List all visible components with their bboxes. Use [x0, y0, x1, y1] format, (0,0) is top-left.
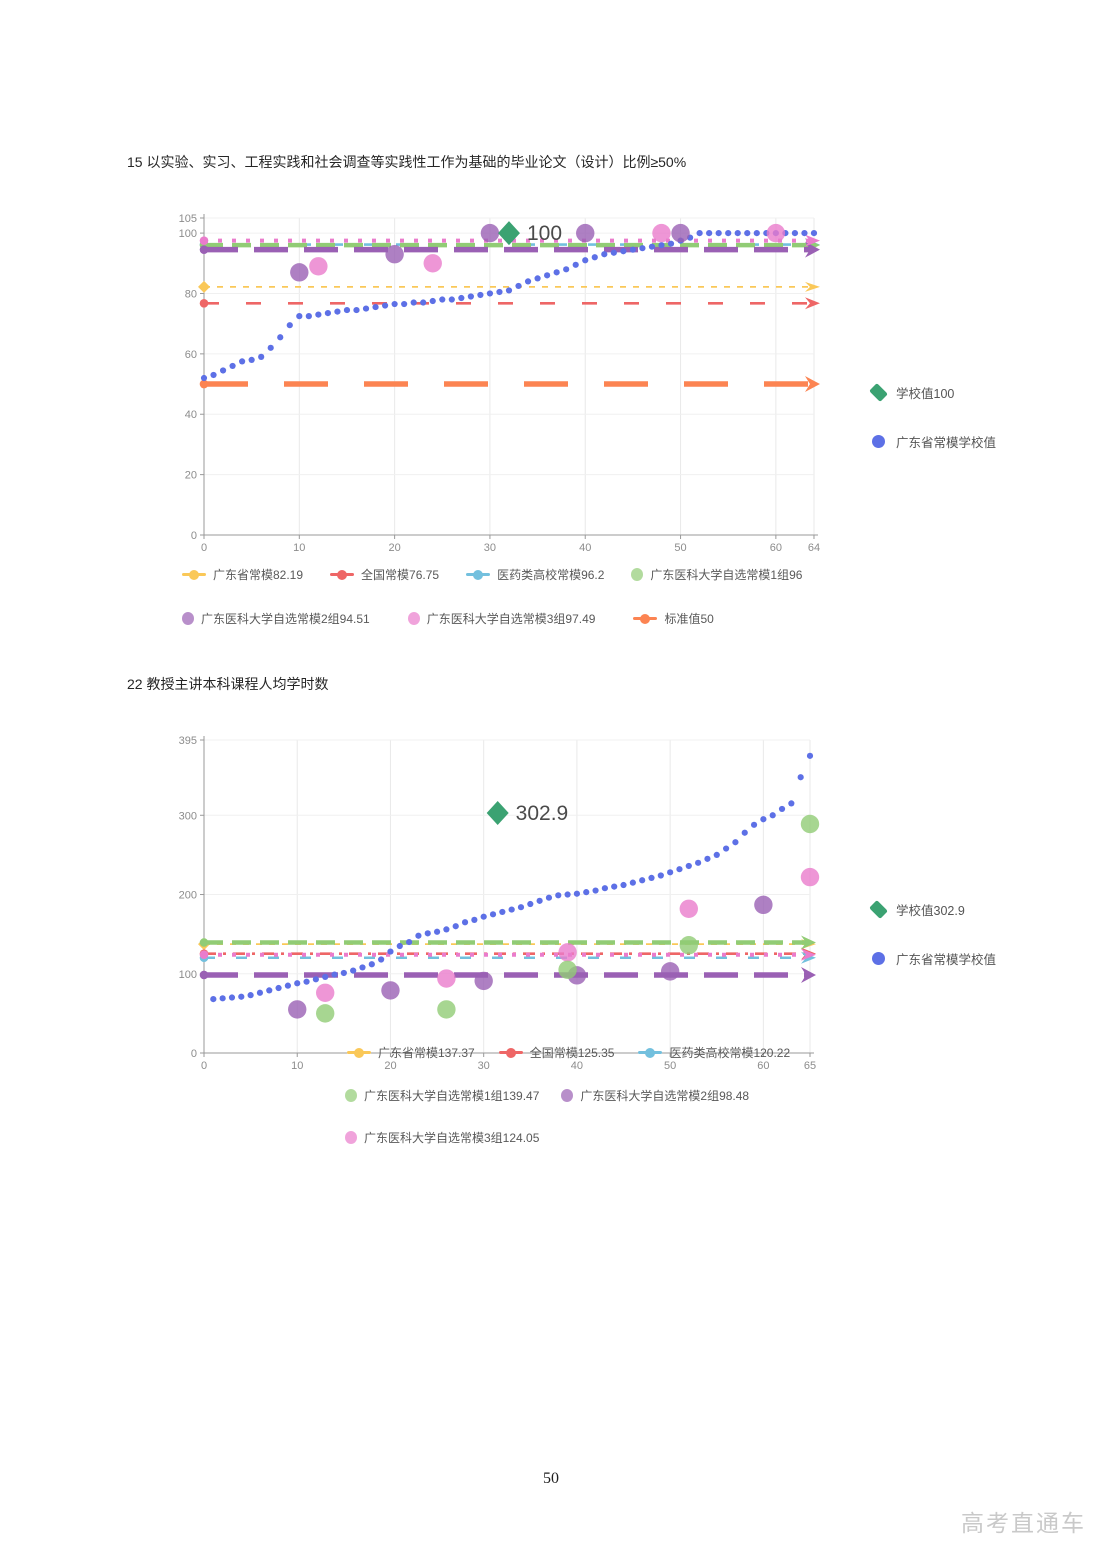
legend-item: 全国常模76.75	[330, 566, 439, 583]
svg-text:200: 200	[179, 890, 197, 902]
circle-marker-icon	[872, 435, 885, 448]
svg-text:0: 0	[191, 1048, 197, 1060]
chart-15-legend-row-1: 广东省常模82.19 全国常模76.75 医药类高校常模96.2 广东医科大学自选常模…	[182, 566, 802, 583]
svg-text:100: 100	[179, 969, 197, 981]
chart-22-side-legend: 学校值302.9 广东省常模学校值	[869, 900, 996, 968]
side-legend-item: 学校值100	[869, 383, 996, 402]
legend-item: 广东省常模137.37	[347, 1044, 475, 1061]
legend-item: 广东医科大学自选常模1组139.47	[345, 1087, 539, 1104]
line-marker-icon	[330, 569, 355, 580]
side-legend-label: 广东省常模学校值	[896, 436, 997, 450]
circle-marker-icon	[872, 952, 885, 965]
legend-label: 广东省常模82.19	[213, 568, 304, 582]
chart-15-legend-row-2: 广东医科大学自选常模2组94.51 广东医科大学自选常模3组97.49 标准值50	[182, 610, 714, 627]
chart-22-legend-row-3: 广东医科大学自选常模3组124.05	[345, 1129, 539, 1146]
legend-label: 广东医科大学自选常模1组96	[650, 568, 803, 582]
circle-marker-icon	[631, 568, 644, 581]
svg-text:0: 0	[201, 542, 207, 554]
legend-item: 广东省常模82.19	[182, 566, 303, 583]
legend-label: 标准值50	[664, 612, 714, 626]
svg-text:20: 20	[384, 1060, 396, 1072]
svg-text:100: 100	[527, 222, 562, 245]
legend-item: 广东医科大学自选常模2组98.48	[561, 1087, 749, 1104]
circle-marker-icon	[345, 1131, 357, 1144]
svg-text:105: 105	[179, 213, 197, 225]
legend-item: 标准值50	[633, 610, 714, 627]
legend-label: 全国常模125.35	[529, 1046, 615, 1060]
watermark: 高考直通车	[961, 1510, 1086, 1536]
legend-label: 广东医科大学自选常模3组97.49	[426, 612, 596, 626]
svg-text:10: 10	[291, 1060, 303, 1072]
svg-text:50: 50	[664, 1060, 676, 1072]
svg-text:300: 300	[179, 810, 197, 822]
circle-marker-icon	[561, 1089, 574, 1102]
side-legend-label: 学校值100	[896, 387, 955, 401]
legend-item: 广东医科大学自选常模3组124.05	[345, 1129, 539, 1146]
svg-text:395: 395	[179, 735, 197, 747]
line-marker-icon	[498, 1047, 523, 1058]
svg-text:30: 30	[478, 1060, 490, 1072]
legend-item: 医药类高校常模120.22	[638, 1044, 790, 1061]
chart-15-side-legend: 学校值100 广东省常模学校值	[869, 383, 996, 451]
chart-22-legend-row-1: 广东省常模137.37 全国常模125.35 医药类高校常模120.22	[347, 1044, 790, 1061]
chart-15-canvas: 0 20 40 60 80 100 105 0 10 20 30 40 50 60 64 100	[179, 213, 820, 554]
side-legend-label: 广东省常模学校值	[896, 953, 997, 967]
line-marker-icon	[466, 569, 491, 580]
legend-label: 医药类高校常模120.22	[669, 1046, 791, 1060]
legend-item: 广东医科大学自选常模1组96	[631, 566, 802, 583]
line-marker-icon	[633, 613, 658, 624]
legend-label: 医药类高校常模96.2	[497, 568, 605, 582]
section-15-title: 15 以实验、实习、工程实践和社会调查等实践性工作为基础的毕业论文（设计）比例≥…	[127, 154, 687, 170]
legend-label: 广东医科大学自选常模1组139.47	[364, 1089, 540, 1103]
circle-marker-icon	[345, 1089, 357, 1102]
diamond-marker-icon	[869, 900, 888, 919]
svg-text:60: 60	[770, 542, 782, 554]
svg-text:50: 50	[674, 542, 686, 554]
svg-text:302.9: 302.9	[516, 802, 569, 825]
diamond-marker-icon	[869, 383, 888, 402]
legend-label: 广东医科大学自选常模3组124.05	[364, 1131, 540, 1145]
svg-text:40: 40	[571, 1060, 583, 1072]
svg-text:40: 40	[579, 542, 591, 554]
svg-text:0: 0	[201, 1060, 207, 1072]
legend-label: 广东医科大学自选常模2组98.48	[580, 1089, 750, 1103]
legend-item: 医药类高校常模96.2	[466, 566, 604, 583]
section-22-title: 22 教授主讲本科课程人均学时数	[127, 676, 329, 692]
svg-text:100: 100	[179, 228, 197, 240]
page-number: 50	[543, 1470, 559, 1487]
svg-text:30: 30	[484, 542, 496, 554]
line-marker-icon	[182, 569, 206, 580]
legend-label: 全国常模76.75	[361, 568, 440, 582]
side-legend-label: 学校值302.9	[896, 904, 965, 918]
chart-22-legend-row-2: 广东医科大学自选常模1组139.47 广东医科大学自选常模2组98.48	[345, 1087, 749, 1104]
legend-item: 广东医科大学自选常模3组97.49	[407, 610, 596, 627]
side-legend-item: 广东省常模学校值	[872, 949, 996, 968]
chart-22-canvas: 0 100 200 300 395 0 10 20 30 40 50 60 65 302.9	[179, 735, 820, 1072]
legend-item: 广东医科大学自选常模2组94.51	[182, 610, 370, 627]
svg-text:20: 20	[388, 542, 400, 554]
line-marker-icon	[347, 1047, 371, 1058]
side-legend-item: 学校值302.9	[869, 900, 996, 919]
svg-text:0: 0	[191, 530, 197, 542]
svg-text:60: 60	[757, 1060, 769, 1072]
legend-label: 广东省常模137.37	[378, 1046, 475, 1060]
circle-marker-icon	[182, 612, 194, 625]
svg-text:64: 64	[808, 542, 820, 554]
side-legend-item: 广东省常模学校值	[872, 432, 996, 451]
svg-text:80: 80	[185, 288, 197, 300]
svg-text:65: 65	[804, 1060, 816, 1072]
svg-text:60: 60	[185, 349, 197, 361]
svg-text:40: 40	[185, 409, 197, 421]
circle-marker-icon	[407, 612, 420, 625]
svg-text:10: 10	[293, 542, 305, 554]
svg-text:20: 20	[185, 470, 197, 482]
line-marker-icon	[638, 1047, 663, 1058]
legend-label: 广东医科大学自选常模2组94.51	[201, 612, 370, 626]
legend-item: 全国常模125.35	[498, 1044, 615, 1061]
